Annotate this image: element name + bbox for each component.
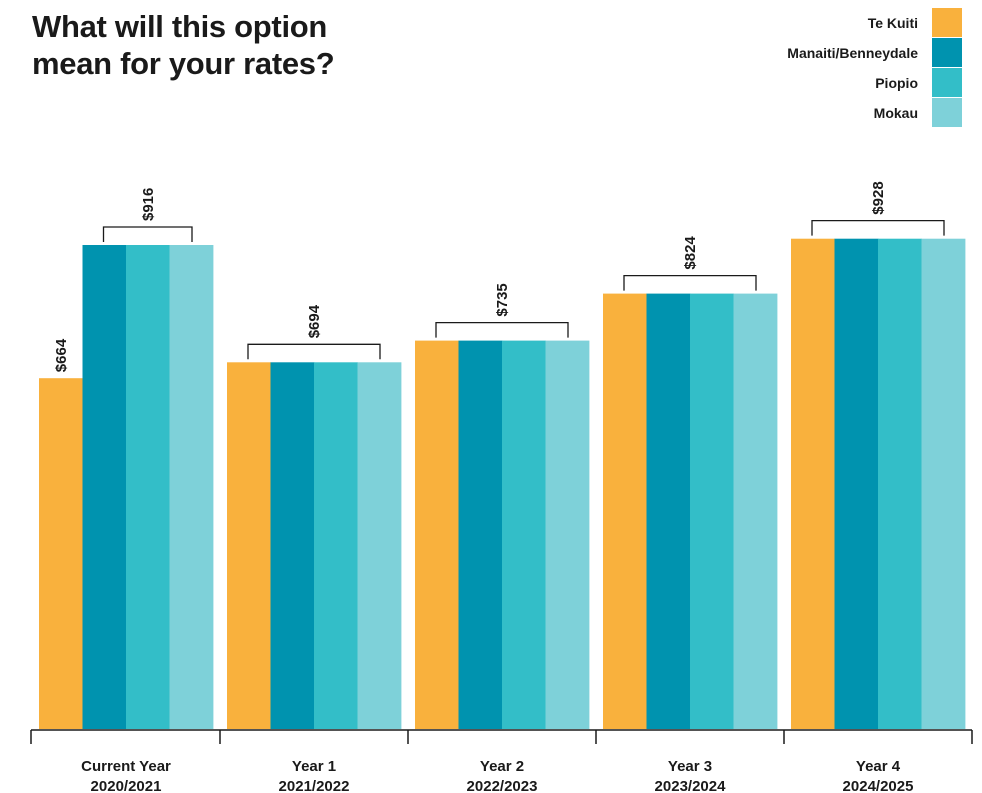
value-bracket-4 (623, 274, 757, 291)
value-label-0: $664 (53, 338, 70, 372)
category-label-4-line-1: Year 4 (856, 758, 901, 775)
category-label-0-line-1: Current Year (81, 758, 171, 775)
category-label-2-line-2: 2022/2023 (467, 778, 538, 793)
bar-piopio-3 (690, 293, 734, 729)
value-label-3: $735 (494, 283, 511, 316)
chart-title-line-1: What will this option (32, 9, 328, 44)
bar-mokau-2 (545, 340, 590, 729)
bar-piopio-2 (502, 340, 546, 729)
legend: Te Kuiti Manaiti/Benneydale Piopio Mokau (787, 8, 962, 128)
bar-mokau-3 (733, 293, 778, 729)
bar-te-kuiti-3 (603, 293, 647, 729)
legend-item-te-kuiti: Te Kuiti (787, 8, 962, 37)
category-label-4-line-2: 2024/2025 (843, 778, 914, 793)
bar-manaiti-benneydale-1 (270, 362, 315, 729)
bar-te-kuiti-4 (791, 238, 835, 729)
bar-mokau-0 (169, 245, 214, 729)
legend-label-te-kuiti: Te Kuiti (867, 14, 918, 31)
legend-swatch-te-kuiti (932, 8, 962, 37)
value-label-5: $928 (870, 181, 887, 214)
category-label-1-line-2: 2021/2022 (279, 778, 350, 793)
chart-title-line-2: mean for your rates? (32, 46, 335, 81)
legend-label-mokau: Mokau (873, 104, 918, 121)
value-bracket-5 (811, 220, 945, 236)
bar-te-kuiti-2 (415, 340, 459, 729)
bar-manaiti-benneydale-2 (458, 340, 503, 729)
bar-te-kuiti-0 (39, 378, 83, 729)
bar-piopio-4 (878, 238, 922, 729)
bar-manaiti-benneydale-3 (646, 293, 691, 729)
category-label-3-line-2: 2023/2024 (655, 778, 727, 793)
value-label-2: $694 (306, 304, 323, 338)
legend-label-piopio: Piopio (875, 74, 918, 91)
bar-manaiti-benneydale-4 (834, 238, 879, 729)
value-label-4: $824 (682, 236, 699, 270)
chart-title: What will this option mean for your rate… (32, 8, 335, 82)
bar-piopio-1 (314, 362, 358, 729)
category-label-2-line-1: Year 2 (480, 758, 524, 775)
value-bracket-1 (102, 226, 193, 242)
bar-mokau-1 (357, 362, 402, 729)
value-bracket-3 (435, 321, 569, 338)
bar-mokau-4 (921, 238, 966, 729)
bar-te-kuiti-1 (227, 362, 271, 729)
value-label-1: $916 (140, 188, 157, 221)
legend-label-manaiti-benneydale: Manaiti/Benneydale (787, 44, 918, 61)
legend-swatch-mokau (932, 98, 962, 127)
category-label-3-line-1: Year 3 (668, 758, 712, 775)
legend-item-manaiti-benneydale: Manaiti/Benneydale (787, 38, 962, 67)
bar-manaiti-benneydale-0 (82, 245, 127, 729)
value-bracket-2 (247, 343, 381, 360)
legend-swatch-piopio (932, 68, 962, 97)
bar-piopio-0 (126, 245, 170, 729)
legend-item-mokau: Mokau (787, 98, 962, 127)
legend-swatch-manaiti-benneydale (932, 38, 962, 67)
category-label-0-line-2: 2020/2021 (91, 778, 162, 793)
category-label-1-line-1: Year 1 (292, 758, 336, 775)
legend-item-piopio: Piopio (787, 68, 962, 97)
